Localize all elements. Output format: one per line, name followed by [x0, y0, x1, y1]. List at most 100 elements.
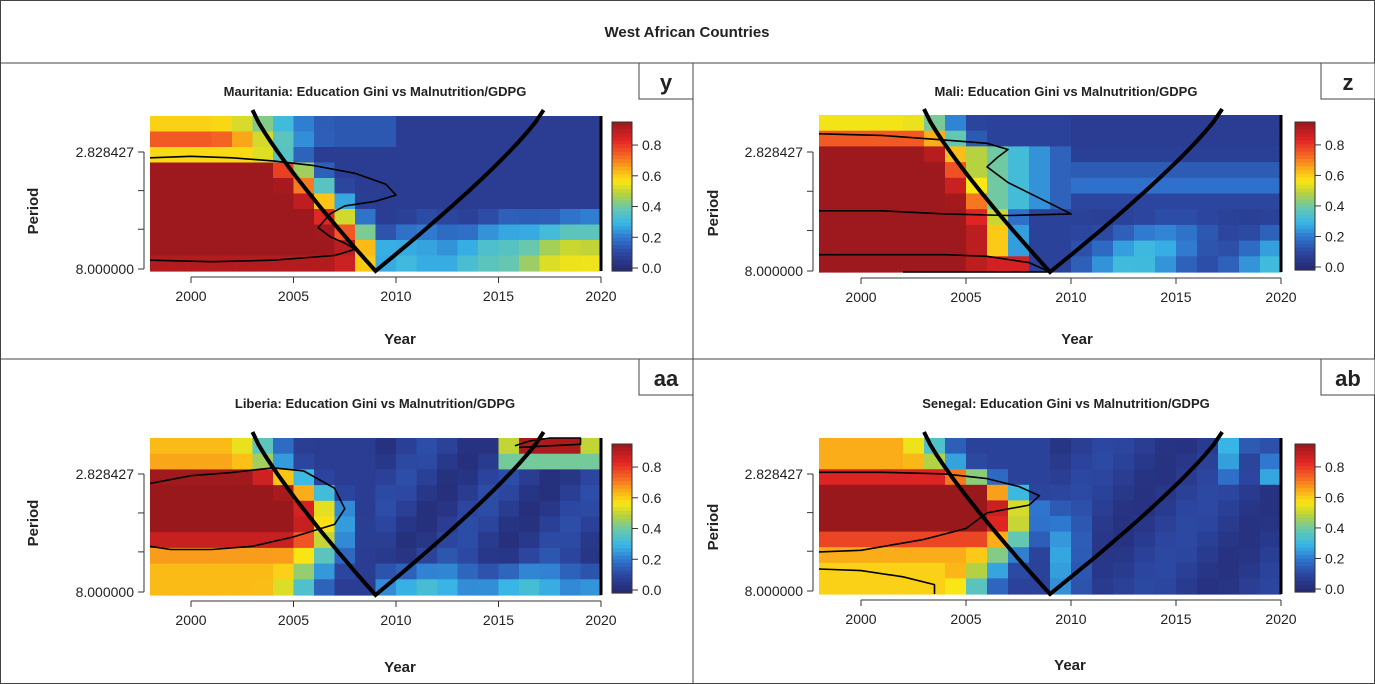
heatmap-cell	[519, 193, 541, 210]
heatmap-cell	[1239, 438, 1261, 455]
y-tick-label: 8.000000	[76, 261, 135, 277]
y-tick-label: 8.000000	[76, 584, 135, 600]
heatmap-cell	[1050, 193, 1072, 210]
heatmap-cell	[273, 453, 295, 470]
heatmap-cell	[903, 146, 925, 163]
heatmap-cell	[861, 484, 883, 501]
heatmap-cell	[1197, 162, 1219, 179]
heatmap-cell	[1239, 193, 1261, 210]
heatmap-cell	[150, 147, 172, 164]
heatmap-cell	[861, 562, 883, 579]
heatmap-cell	[232, 224, 254, 241]
x-tick-label: 2015	[1160, 289, 1191, 305]
chart-title: Mauritania: Education Gini vs Malnutriti…	[224, 84, 527, 99]
heatmap-cell	[498, 255, 520, 272]
colorbar-swatch	[612, 241, 632, 246]
heatmap-cell	[334, 255, 356, 272]
heatmap-cell	[819, 500, 841, 517]
heatmap-cell	[375, 453, 397, 470]
heatmap-cell	[840, 516, 862, 533]
heatmap-cell	[519, 547, 541, 565]
heatmap-cell	[861, 578, 883, 595]
heatmap-cells	[150, 116, 602, 272]
colorbar-swatch	[612, 581, 632, 587]
colorbar-swatch	[612, 189, 632, 194]
heatmap-cell	[314, 469, 336, 486]
heatmap-cell	[945, 531, 967, 548]
heatmap-cell	[457, 438, 479, 455]
colorbar-swatch	[1295, 499, 1315, 504]
heatmap-cell	[1008, 531, 1030, 548]
heatmap-cell	[1113, 453, 1135, 470]
heatmap-cell	[580, 178, 602, 195]
heatmap-cell	[1197, 240, 1219, 257]
heatmap-cell	[966, 146, 988, 163]
heatmap-cell	[966, 193, 988, 210]
heatmap-cell	[314, 579, 336, 596]
x-tick-label: 2010	[380, 612, 411, 628]
colorbar-swatch	[1295, 166, 1315, 171]
heatmap-cell	[1260, 531, 1282, 548]
heatmap-cell	[252, 224, 274, 241]
heatmap-cell	[437, 162, 459, 179]
panel-letter: y	[660, 70, 673, 95]
colorbar-swatch	[612, 125, 632, 131]
colorbar-swatch	[612, 151, 632, 157]
heatmap-cell	[519, 563, 541, 580]
heatmap-cell	[273, 131, 295, 148]
heatmap-cell	[170, 224, 192, 241]
x-axis: 2000 2005 2010 2015 2020	[175, 276, 617, 304]
heatmap-cell	[232, 193, 254, 210]
colorbar-swatch	[612, 218, 632, 224]
heatmap-cell	[1260, 500, 1282, 517]
heatmap-cell	[840, 162, 862, 179]
heatmap-cell	[1218, 578, 1240, 595]
heatmap-cell	[882, 130, 904, 147]
contour-lines	[818, 133, 1072, 273]
heatmap-cell	[519, 162, 541, 179]
heatmap-cell	[1176, 209, 1198, 226]
heatmap-cell	[498, 563, 520, 580]
heatmap-cell	[1176, 547, 1198, 564]
colorbar-swatch	[612, 136, 632, 142]
heatmap-cell	[150, 162, 172, 179]
colorbar-tick-label: 0.0	[642, 260, 662, 276]
heatmap-cell	[1239, 256, 1261, 273]
heatmap-cell	[293, 485, 315, 502]
heatmap-cell	[1029, 531, 1051, 548]
heatmap-cell	[211, 255, 233, 272]
colorbar-swatch	[1295, 244, 1315, 249]
colorbar-swatch	[612, 496, 632, 501]
heatmap-cell	[232, 516, 254, 533]
heatmap-cell	[211, 224, 233, 241]
heatmap-cell	[1197, 531, 1219, 548]
heatmap-cell	[293, 147, 315, 164]
colorbar-tick-label: 0.2	[642, 551, 662, 567]
heatmap-cell	[861, 162, 883, 179]
heatmap-cell	[840, 438, 862, 455]
heatmap-cell	[396, 116, 418, 133]
heatmap-cell	[1092, 115, 1114, 132]
heatmap-cell	[966, 224, 988, 242]
colorbar-swatch	[1295, 218, 1315, 223]
colorbar-swatch	[612, 589, 632, 594]
heatmap-cell	[882, 240, 904, 257]
heatmap-cell	[1260, 130, 1282, 147]
colorbar-swatch	[1295, 584, 1315, 589]
heatmap-cell	[987, 484, 1009, 501]
colorbar-swatch	[1295, 477, 1315, 482]
heatmap-cell	[150, 255, 172, 272]
heatmap-cell	[1197, 177, 1219, 195]
colorbar-swatch	[1295, 147, 1315, 153]
heatmap-cell	[1218, 240, 1240, 257]
colorbar-swatch	[612, 166, 632, 172]
heatmap-cell	[1239, 146, 1261, 163]
colorbar-swatch	[1295, 207, 1315, 212]
colorbar-swatch	[612, 473, 632, 479]
heatmap-cell	[293, 209, 315, 226]
heatmap-cell	[1029, 469, 1051, 486]
heatmap-cell	[519, 224, 541, 241]
heatmap-cell	[211, 209, 233, 226]
colorbar-swatch	[1295, 462, 1315, 467]
heatmap-cell	[252, 240, 274, 257]
